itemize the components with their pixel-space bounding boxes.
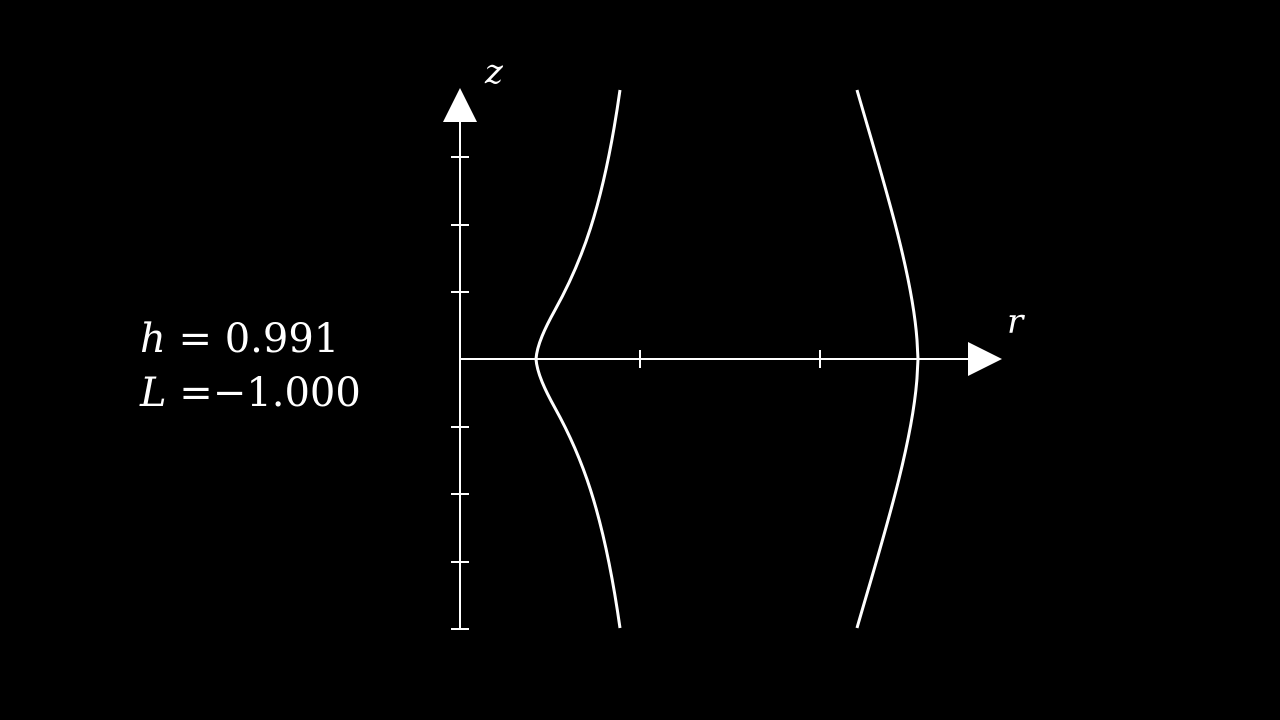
param-h-row: h = 0.991 bbox=[140, 312, 361, 366]
param-l-symbol: L bbox=[140, 370, 167, 416]
param-l-value: −1.000 bbox=[212, 370, 361, 416]
z-axis-label: z bbox=[484, 52, 504, 92]
param-h-equals: = bbox=[165, 316, 225, 362]
param-h-value: 0.991 bbox=[224, 316, 340, 362]
r-axis-label: r bbox=[1007, 302, 1025, 342]
z-axis-arrowhead bbox=[443, 88, 477, 122]
param-h-symbol: h bbox=[140, 316, 166, 362]
r-axis-arrowhead bbox=[968, 342, 1002, 376]
axes-group bbox=[451, 118, 972, 630]
param-l-row: L =−1.000 bbox=[140, 366, 361, 420]
parameter-readout: h = 0.991 L =−1.000 bbox=[140, 312, 361, 420]
param-l-equals: = bbox=[166, 370, 213, 416]
inner-profile-curve bbox=[534, 89, 622, 629]
outer-profile-curve bbox=[855, 89, 920, 629]
